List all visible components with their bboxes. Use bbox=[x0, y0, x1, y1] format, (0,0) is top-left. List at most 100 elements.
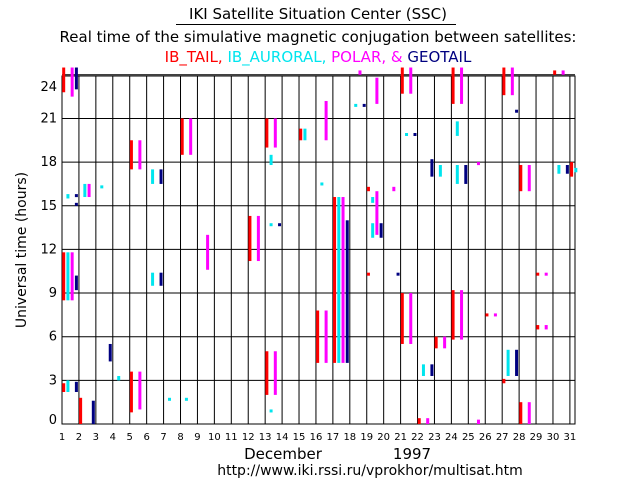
source-url: http://www.iki.rssi.ru/vprokhor/multisat… bbox=[217, 463, 523, 479]
segment-polar bbox=[87, 183, 91, 198]
segment-ib-tail bbox=[366, 272, 370, 276]
segment-ib-auroral bbox=[269, 223, 273, 227]
x-tick-label: 6 bbox=[143, 432, 149, 443]
segment-ib-tail bbox=[62, 383, 66, 392]
segment-ib-auroral bbox=[371, 223, 375, 238]
segment-polar bbox=[273, 118, 277, 148]
y-tick-label: 3 bbox=[49, 373, 57, 388]
y-tick-label: 18 bbox=[40, 155, 57, 170]
chart-title: IKI Satellite Situation Center (SSC) bbox=[189, 5, 447, 23]
segment-geotail bbox=[430, 159, 434, 177]
y-tick-label: 9 bbox=[49, 286, 57, 301]
segment-polar bbox=[460, 290, 464, 340]
segment-polar bbox=[392, 186, 396, 192]
x-tick-label: 11 bbox=[225, 432, 238, 443]
x-tick-label: 28 bbox=[513, 432, 526, 443]
segment-polar bbox=[206, 234, 210, 270]
segment-ib-auroral bbox=[506, 349, 510, 376]
segment-ib-auroral bbox=[151, 169, 155, 184]
segment-geotail bbox=[159, 272, 163, 286]
segment-ib-auroral bbox=[354, 103, 358, 107]
legend-separator: , bbox=[321, 48, 332, 66]
x-tick-label: 9 bbox=[194, 432, 200, 443]
segment-polar bbox=[375, 191, 379, 235]
segment-ib-tail bbox=[451, 67, 455, 104]
segment-ib-tail bbox=[79, 397, 83, 424]
segment-polar bbox=[273, 351, 277, 395]
x-axis-month: December bbox=[244, 445, 323, 463]
segment-ib-auroral bbox=[269, 154, 273, 166]
segment-polar bbox=[409, 67, 413, 94]
segment-ib-tail bbox=[570, 162, 574, 177]
segment-geotail bbox=[74, 194, 78, 198]
segment-ib-tail bbox=[536, 272, 540, 276]
segment-ib-auroral bbox=[455, 121, 459, 136]
segment-polar bbox=[189, 118, 193, 155]
segment-polar bbox=[426, 418, 430, 424]
y-tick-label: 15 bbox=[40, 199, 57, 214]
x-tick-label: 20 bbox=[377, 432, 390, 443]
segment-polar bbox=[561, 70, 565, 75]
segment-ib-auroral bbox=[66, 252, 70, 301]
x-tick-label: 16 bbox=[310, 432, 323, 443]
segment-polar bbox=[375, 77, 379, 104]
y-tick-label: 6 bbox=[49, 330, 57, 345]
title-underline bbox=[176, 24, 456, 25]
x-tick-label: 26 bbox=[479, 432, 492, 443]
segment-polar bbox=[544, 325, 548, 330]
x-tick-label: 10 bbox=[208, 432, 221, 443]
segment-ib-tail bbox=[366, 186, 370, 192]
segment-polar bbox=[443, 336, 447, 349]
x-tick-label: 3 bbox=[93, 432, 99, 443]
segment-ib-tail bbox=[129, 371, 133, 413]
segment-ib-tail bbox=[519, 402, 523, 424]
segment-polar bbox=[341, 197, 345, 363]
segment-ib-auroral bbox=[421, 364, 425, 376]
segment-ib-tail bbox=[333, 197, 337, 363]
legend-separator: , & bbox=[381, 48, 408, 66]
y-tick-label: 12 bbox=[40, 242, 57, 257]
y-tick-label: 21 bbox=[40, 111, 57, 126]
segment-ib-tail bbox=[502, 378, 506, 384]
segment-geotail bbox=[91, 400, 95, 424]
segment-geotail bbox=[413, 133, 417, 136]
x-tick-label: 17 bbox=[327, 432, 340, 443]
x-tick-label: 29 bbox=[530, 432, 543, 443]
segment-geotail bbox=[74, 202, 78, 206]
x-tick-label: 1 bbox=[59, 432, 65, 443]
y-tick-label: 24 bbox=[40, 80, 57, 95]
legend-entry-geotail: GEOTAIL bbox=[407, 48, 472, 66]
x-tick-label: 27 bbox=[496, 432, 509, 443]
segment-geotail bbox=[74, 275, 78, 291]
x-tick-label: 24 bbox=[445, 432, 458, 443]
segment-ib-tail bbox=[400, 67, 404, 94]
segment-geotail bbox=[74, 381, 78, 392]
segment-ib-tail bbox=[265, 351, 269, 395]
segment-ib-auroral bbox=[455, 165, 459, 184]
segment-polar bbox=[460, 67, 464, 104]
segment-ib-tail bbox=[536, 325, 540, 330]
segment-geotail bbox=[430, 364, 434, 376]
segment-ib-tail bbox=[434, 336, 438, 349]
segment-ib-auroral bbox=[151, 272, 155, 286]
segment-geotail bbox=[396, 272, 400, 276]
x-tick-label: 30 bbox=[547, 432, 560, 443]
segment-geotail bbox=[515, 109, 519, 113]
segment-ib-auroral bbox=[438, 165, 442, 177]
segment-polar bbox=[476, 162, 480, 166]
segment-polar bbox=[324, 310, 328, 363]
segment-geotail bbox=[379, 223, 383, 238]
segment-ib-auroral bbox=[168, 397, 172, 401]
segment-polar bbox=[70, 67, 74, 97]
x-tick-label: 19 bbox=[360, 432, 373, 443]
segment-ib-auroral bbox=[337, 197, 341, 363]
legend: IB_TAIL, IB_AURORAL, POLAR, & GEOTAIL bbox=[0, 48, 636, 66]
segment-ib-tail bbox=[316, 310, 320, 363]
x-tick-label: 25 bbox=[462, 432, 475, 443]
x-tick-label: 5 bbox=[127, 432, 133, 443]
segment-polar bbox=[510, 67, 514, 96]
segment-ib-tail bbox=[553, 70, 557, 75]
segment-ib-tail bbox=[62, 252, 66, 301]
segment-ib-auroral bbox=[574, 167, 578, 173]
